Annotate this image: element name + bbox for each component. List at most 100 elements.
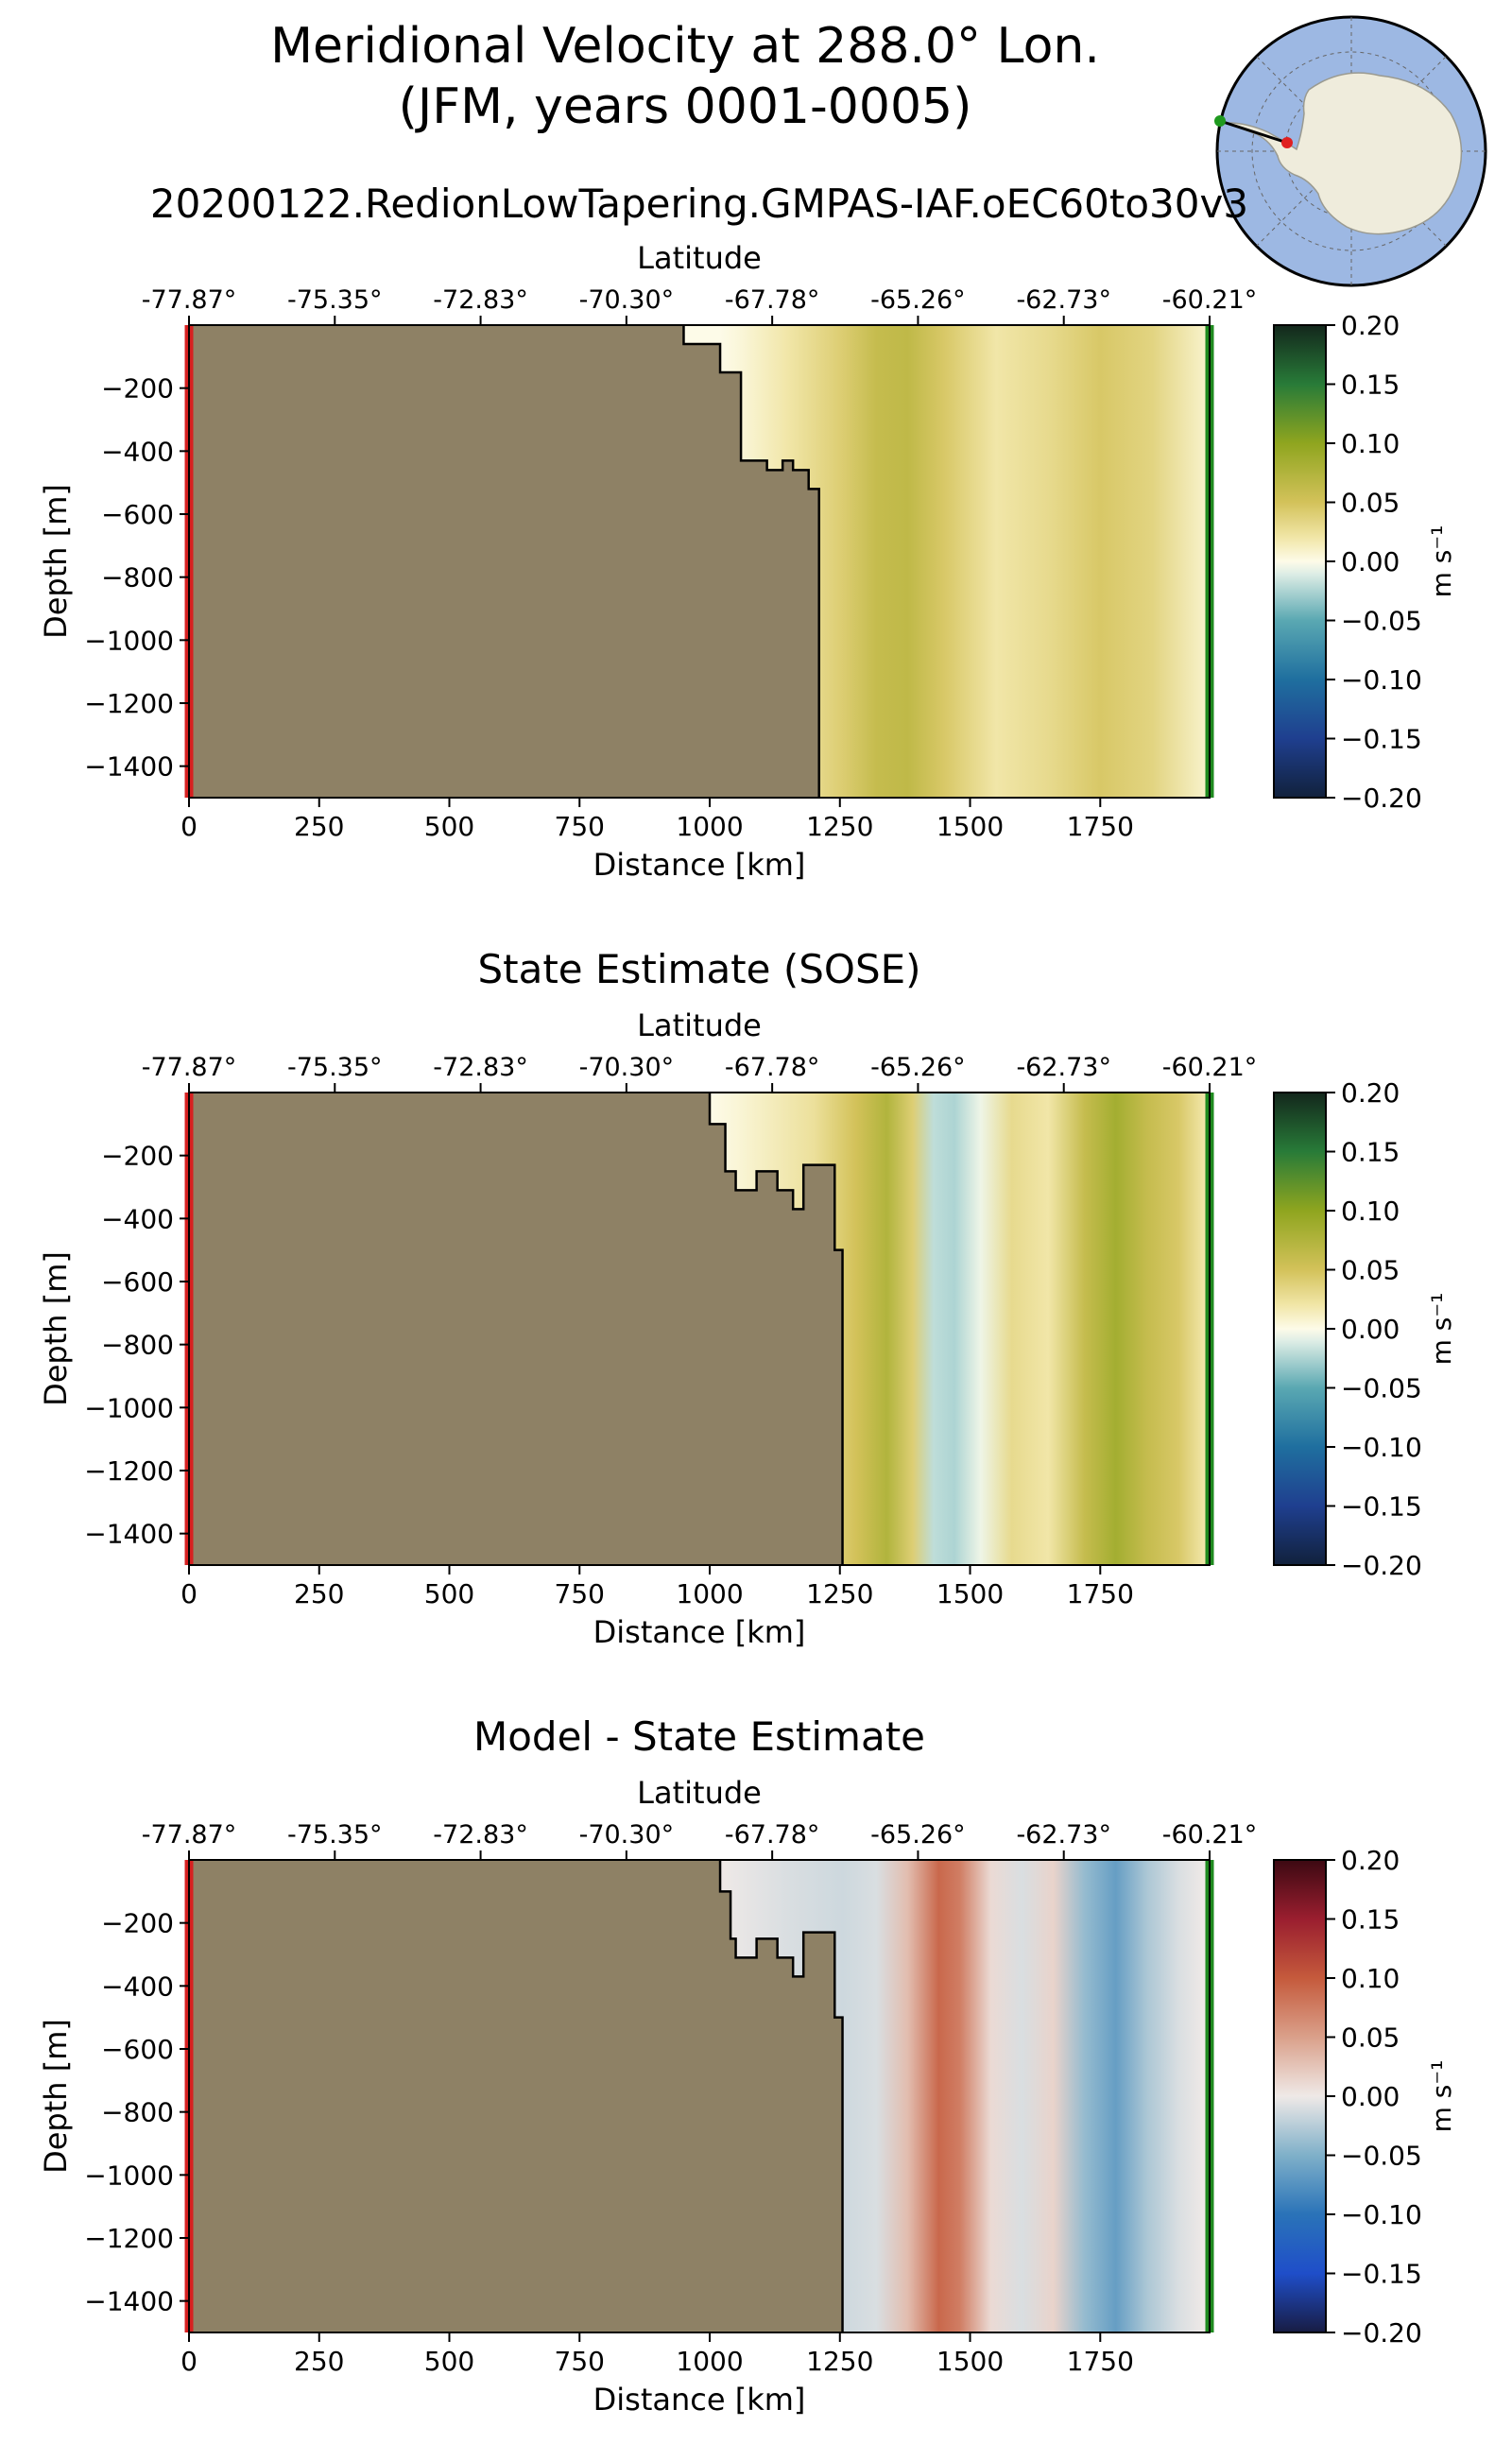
colorbar-tick-label: −0.10 [1341,1432,1422,1463]
inset-map [1214,15,1487,287]
latitude-tick-label: -60.21° [1162,1053,1258,1082]
y-tick-label: −1000 [84,1392,174,1423]
colorbar-label: m s⁻¹ [1426,1293,1457,1366]
x-tick-label: 1250 [806,2346,873,2377]
y-tick-label: −400 [101,1203,174,1234]
panel-title: Model - State Estimate [473,1713,925,1760]
colorbar-label: m s⁻¹ [1426,2060,1457,2133]
x-tick-label: 1250 [806,1578,873,1609]
x-tick-label: 1000 [676,2346,743,2377]
panel-title: 20200122.RedionLowTapering.GMPAS-IAF.oEC… [150,181,1248,227]
latitude-tick-label: -77.87° [142,1053,237,1082]
latitude-tick-label: -65.26° [870,1053,966,1082]
colorbar-tick-label: −0.15 [1341,724,1422,755]
latitude-tick-label: -65.26° [870,285,966,315]
bathymetry-line [718,1860,844,2332]
latitude-axis-label: Latitude [637,240,762,276]
colorbar-tick-label: 0.20 [1341,1845,1400,1876]
colorbar-tick-label: −0.15 [1341,1491,1422,1523]
plot-frame [188,1092,1211,1566]
latitude-tick-label: -70.30° [579,285,675,315]
x-axis-label: Distance [km] [593,847,806,883]
colorbar-tick-label: −0.05 [1341,1373,1422,1404]
y-tick-label: −200 [101,373,174,404]
latitude-axis-label: Latitude [637,1775,762,1811]
colorbar-tick-label: 0.05 [1341,2022,1400,2054]
latitude-tick-label: -67.78° [725,1820,820,1850]
y-tick-label: −1000 [84,625,174,656]
bathymetry-line [682,325,820,798]
y-tick-label: −800 [101,562,174,594]
latitude-tick-label: -75.35° [287,285,383,315]
x-axis-label: Distance [km] [593,2382,806,2418]
x-tick-label: 250 [294,1578,344,1609]
y-axis-label: Depth [m] [38,1251,74,1406]
latitude-axis-label: Latitude [637,1007,762,1043]
x-tick-label: 750 [555,1578,605,1609]
chart-panel-1: 20200122.RedionLowTapering.GMPAS-IAF.oEC… [38,181,1457,883]
x-tick-label: 750 [555,811,605,842]
x-tick-label: 1750 [1067,2346,1134,2377]
x-tick-label: 750 [555,2346,605,2377]
x-tick-label: 1750 [1067,1578,1134,1609]
y-tick-label: −400 [101,436,174,467]
latitude-tick-label: -62.73° [1016,1820,1111,1850]
latitude-tick-label: -70.30° [579,1053,675,1082]
latitude-tick-label: -77.87° [142,285,237,315]
x-tick-label: 250 [294,2346,344,2377]
x-tick-label: 1250 [806,811,873,842]
inset-end-point [1214,115,1226,127]
colorbar-tick-label: 0.15 [1341,370,1400,401]
y-tick-label: −800 [101,2097,174,2128]
colorbar-tick-label: 0.20 [1341,1077,1400,1109]
colorbar-tick-label: 0.15 [1341,1904,1400,1936]
x-tick-label: 0 [180,1578,198,1609]
x-tick-label: 1500 [936,2346,1004,2377]
colorbar-tick-label: 0.20 [1341,310,1400,341]
y-axis-label: Depth [m] [38,2019,74,2174]
y-axis-label: Depth [m] [38,484,74,639]
latitude-tick-label: -72.83° [433,1053,528,1082]
bathymetry-line [708,1093,844,1565]
y-tick-label: −200 [101,1908,174,1939]
inset-start-point [1281,137,1293,148]
y-tick-label: −1200 [84,2223,174,2254]
plot-frame [188,324,1211,799]
colorbar [1273,1859,1327,2333]
y-tick-label: −200 [101,1141,174,1172]
colorbar-tick-label: 0.05 [1341,1255,1400,1286]
y-tick-label: −600 [101,2034,174,2065]
figure-title-line2: (JFM, years 0001-0005) [399,78,972,135]
y-tick-label: −1400 [84,1519,174,1550]
colorbar [1273,1092,1327,1566]
colorbar-tick-label: 0.15 [1341,1137,1400,1168]
latitude-tick-label: -62.73° [1016,285,1111,315]
x-tick-label: 1000 [676,811,743,842]
x-tick-label: 1500 [936,811,1004,842]
land-mask [189,1860,843,2332]
colorbar-tick-label: −0.15 [1341,2259,1422,2290]
latitude-tick-label: -65.26° [870,1820,966,1850]
figure-title-line1: Meridional Velocity at 288.0° Lon. [270,18,1100,75]
land-mask [189,325,819,798]
colorbar-tick-label: 0.00 [1341,1314,1400,1345]
x-tick-label: 500 [424,2346,474,2377]
y-tick-label: −1400 [84,2286,174,2317]
x-tick-label: 1750 [1067,811,1134,842]
latitude-tick-label: -75.35° [287,1820,383,1850]
latitude-tick-label: -67.78° [725,1053,820,1082]
latitude-tick-label: -72.83° [433,285,528,315]
y-tick-label: −1200 [84,688,174,719]
x-axis-label: Distance [km] [593,1614,806,1650]
chart-panel-2: State Estimate (SOSE) Latitude 0 250 500 750 1… [38,946,1457,1650]
colorbar-label: m s⁻¹ [1426,525,1457,598]
land-mask [189,1093,843,1565]
latitude-tick-label: -62.73° [1016,1053,1111,1082]
colorbar-tick-label: 0.10 [1341,428,1400,459]
x-tick-label: 1000 [676,1578,743,1609]
y-tick-label: −400 [101,1971,174,2002]
panel-title: State Estimate (SOSE) [477,946,920,992]
x-tick-label: 250 [294,811,344,842]
